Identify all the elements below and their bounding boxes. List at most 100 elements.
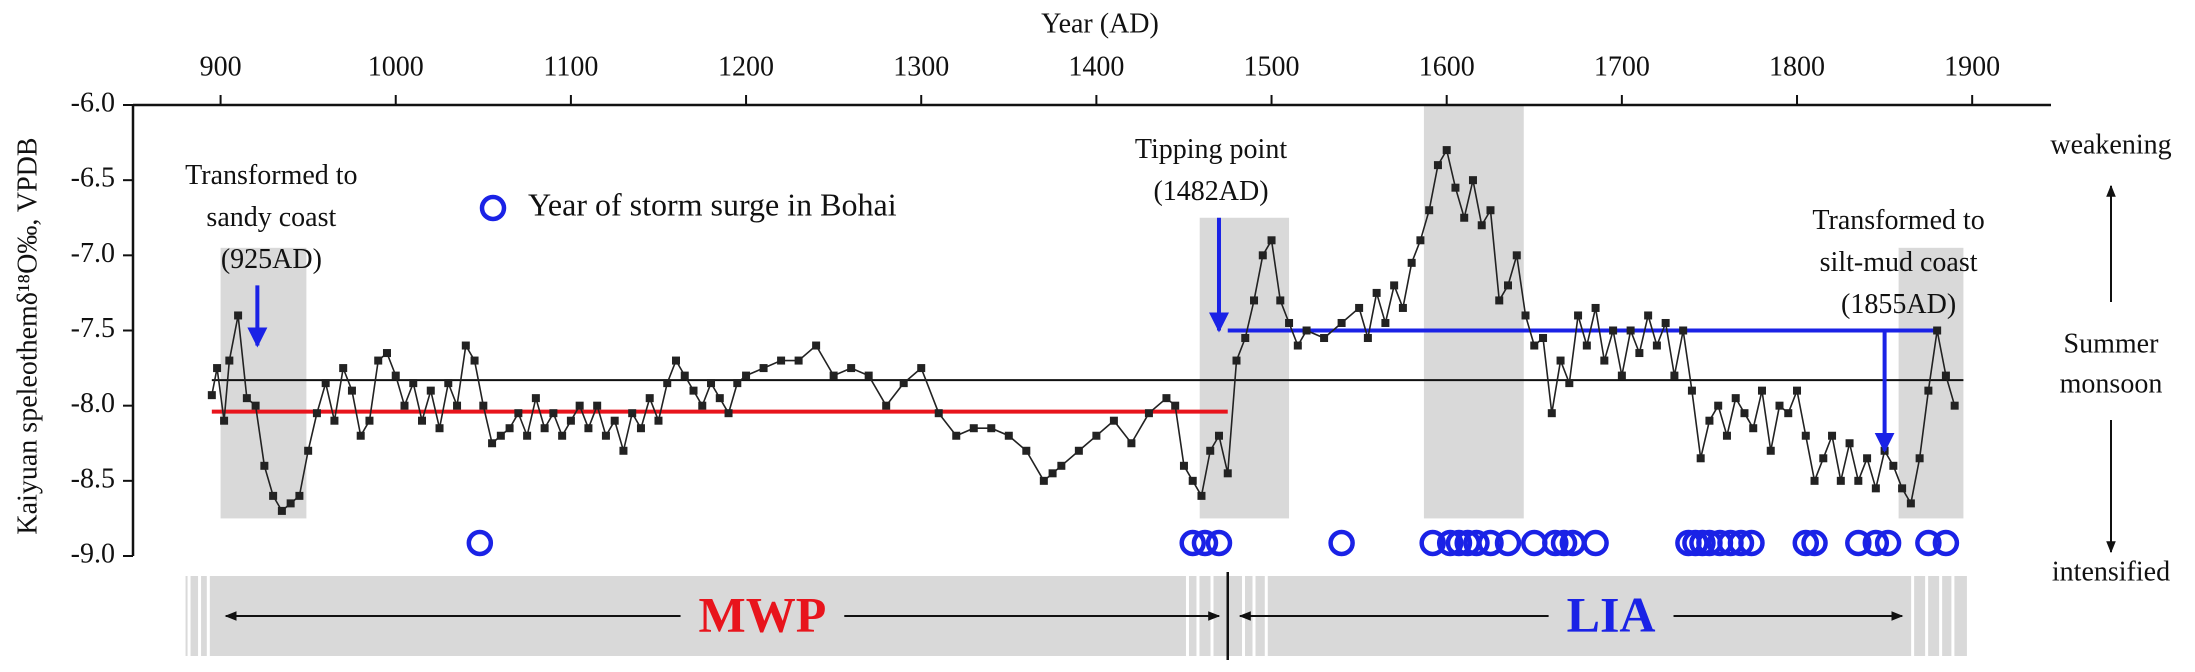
data-point [724, 409, 733, 418]
monsoon-top: weakening [2050, 129, 2171, 160]
storm-surge-marker [1419, 529, 1446, 557]
data-point [400, 401, 409, 410]
data-point [829, 371, 838, 380]
data-point [1495, 296, 1504, 305]
storm-surge-marker [1862, 529, 1890, 557]
data-point [321, 379, 330, 388]
annotation-text: sandy coast [206, 202, 336, 233]
data-point [1609, 326, 1618, 335]
data-point [453, 401, 462, 410]
data-point [225, 356, 234, 365]
data-point [1407, 258, 1416, 267]
data-point [1863, 454, 1872, 463]
data-point [1171, 401, 1180, 410]
storm-surge-marker [1477, 529, 1504, 557]
data-point [540, 424, 549, 433]
storm-surge-marker [1915, 529, 1942, 557]
data-point [601, 431, 610, 440]
data-point [1512, 251, 1521, 260]
data-point [1722, 431, 1731, 440]
data-point [531, 394, 540, 403]
data-point [479, 401, 488, 410]
data-point [1197, 491, 1206, 500]
x-tick-label: 1300 [893, 51, 949, 82]
data-point [242, 394, 251, 403]
data-point [1845, 439, 1854, 448]
y-tick-label: -8.5 [71, 463, 115, 494]
x-tick-label: 1000 [368, 51, 424, 82]
data-point [1293, 341, 1302, 350]
data-point [1828, 431, 1837, 440]
data-point [698, 401, 707, 410]
data-point [1644, 311, 1653, 320]
data-point [1320, 334, 1329, 343]
data-point [645, 394, 654, 403]
data-point [1731, 394, 1740, 403]
data-point [1267, 236, 1276, 245]
data-point [1705, 416, 1714, 425]
x-tick-label: 1200 [718, 51, 774, 82]
data-point [1398, 303, 1407, 312]
data-point [987, 424, 996, 433]
y-axis-label: Kaiyuan speleothemδ¹⁸O‰, VPDB [12, 137, 43, 534]
data-point [1022, 446, 1031, 455]
data-point [619, 446, 628, 455]
data-point [1258, 251, 1267, 260]
data-point [1626, 326, 1635, 335]
data-point [1819, 454, 1828, 463]
data-point [1766, 446, 1775, 455]
data-point [1337, 318, 1346, 327]
annotation-text: Transformed to [185, 160, 357, 191]
data-point [312, 409, 321, 418]
data-point [347, 386, 356, 395]
shaded-period [1898, 247, 1964, 519]
data-point [391, 371, 400, 380]
data-point [409, 379, 418, 388]
data-point [1749, 424, 1758, 433]
data-point [1179, 461, 1188, 470]
era-label: LIA [1567, 586, 1656, 642]
data-point [461, 341, 470, 350]
data-point [1092, 431, 1101, 440]
data-point [1871, 484, 1880, 493]
data-point [1915, 454, 1924, 463]
data-point [663, 379, 672, 388]
data-point [733, 379, 742, 388]
data-point [220, 416, 229, 425]
data-point [1547, 409, 1556, 418]
data-point [1451, 183, 1460, 192]
storm-surge-marker [1727, 529, 1755, 557]
data-point [277, 506, 286, 515]
data-point [1074, 446, 1083, 455]
storm-surge-marker [1445, 529, 1473, 557]
y-tick-label: -7.0 [71, 238, 115, 269]
data-point [1906, 499, 1915, 508]
storm-surge-marker [1801, 529, 1828, 557]
data-point [1521, 311, 1530, 320]
data-point [759, 364, 768, 373]
y-tick-label: -7.5 [71, 313, 115, 344]
storm-surge-marker [1328, 529, 1355, 557]
legend-marker [479, 194, 507, 222]
data-point [251, 401, 260, 410]
annotation-text: (1482AD) [1153, 176, 1268, 207]
storm-surge-marker [1874, 529, 1902, 557]
storm-surge-marker [1436, 529, 1464, 557]
shaded-period [1199, 217, 1290, 519]
data-point [882, 401, 891, 410]
monsoon-bottom: intensified [2052, 556, 2170, 587]
x-axis-label: Year (AD) [1041, 8, 1159, 39]
data-point [1442, 146, 1451, 155]
data-point [339, 364, 348, 373]
data-point [1206, 446, 1215, 455]
data-point [864, 371, 873, 380]
data-point [794, 356, 803, 365]
storm-surge-marker [1582, 529, 1609, 557]
data-point [1600, 356, 1609, 365]
data-point [374, 356, 383, 365]
data-point [671, 356, 680, 365]
storm-surge-marker [1738, 529, 1765, 557]
data-point [330, 416, 339, 425]
data-point [1530, 341, 1539, 350]
